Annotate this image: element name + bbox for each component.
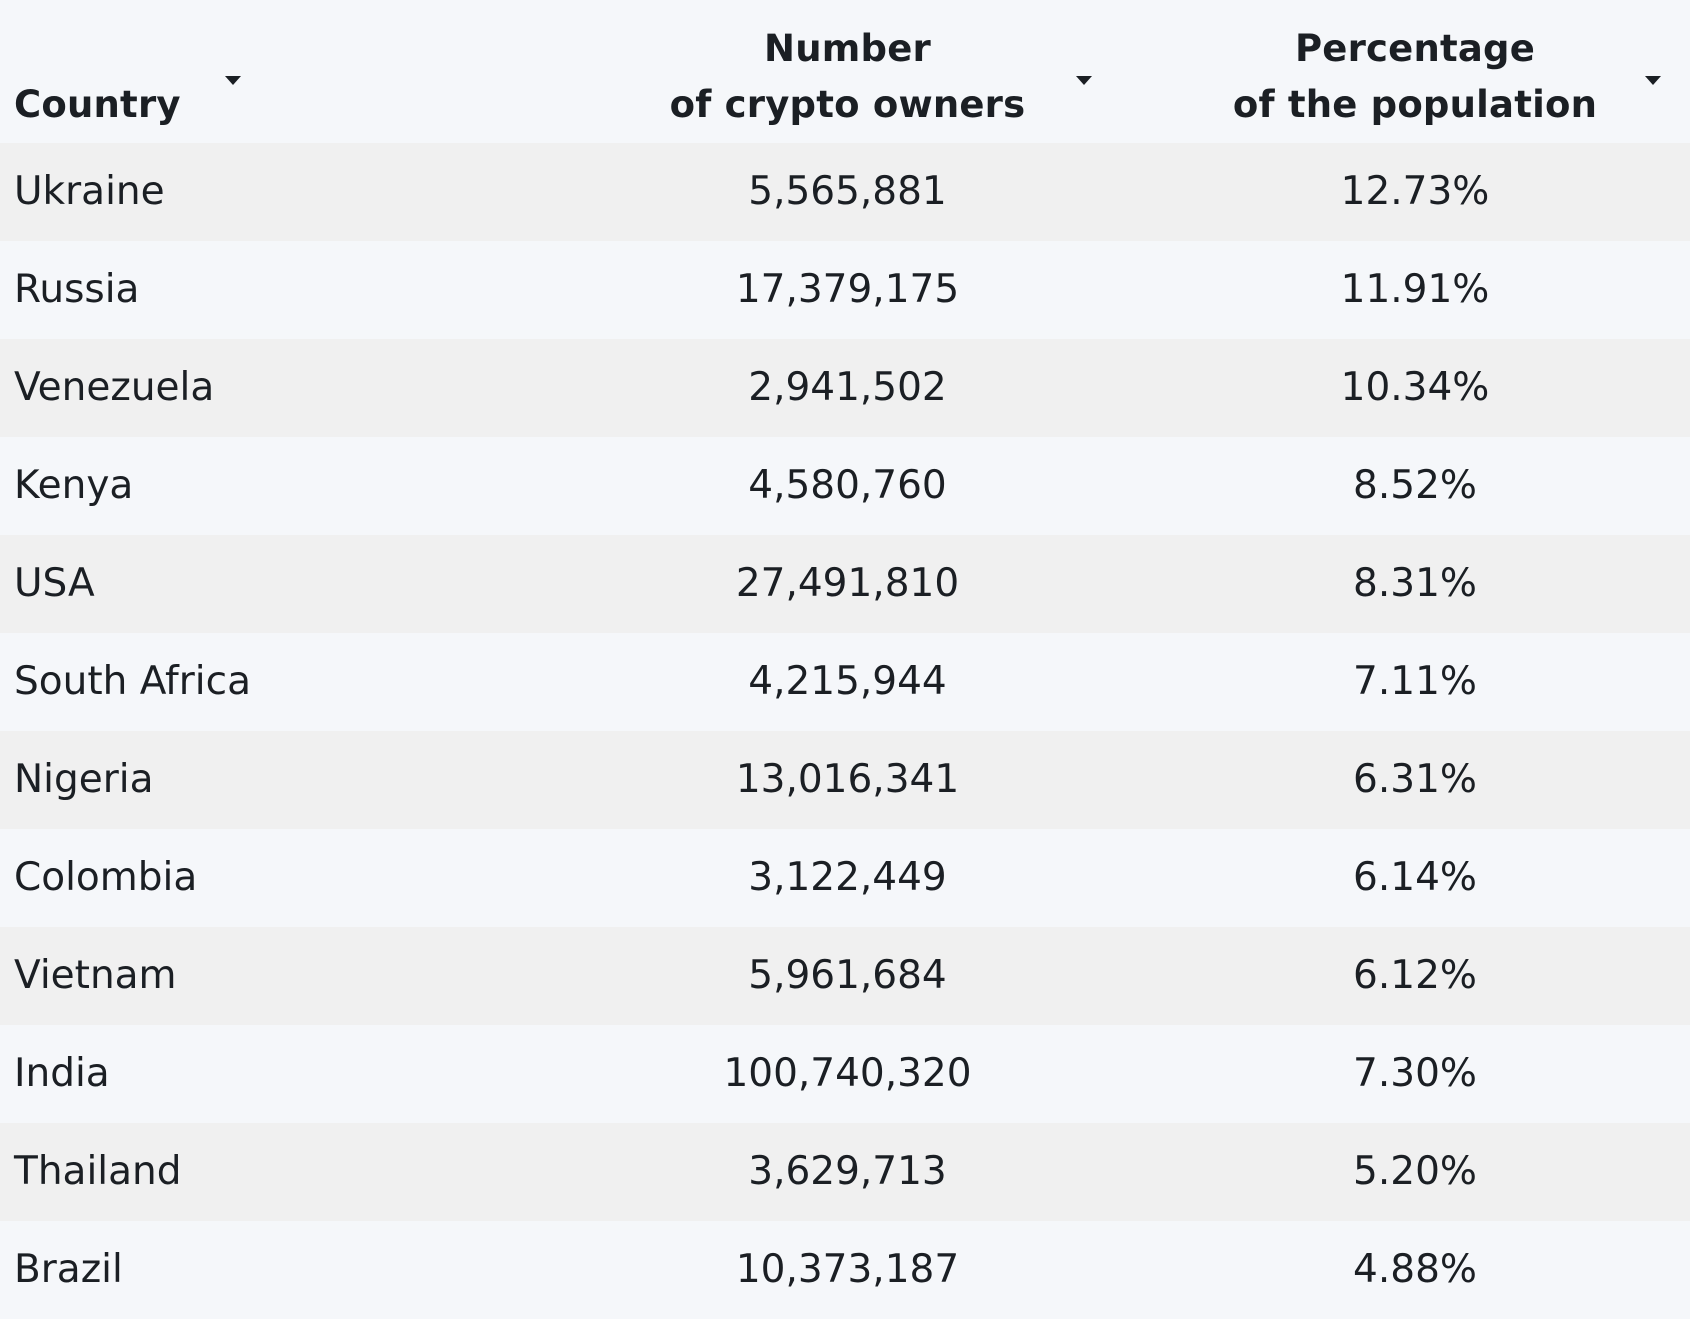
cell-percentage: 7.11% — [1353, 659, 1477, 704]
cell-crypto-owners: 27,491,810 — [735, 561, 960, 606]
cell-crypto-owners: 5,961,684 — [748, 953, 947, 998]
table-row: Ukraine 5,565,881 12.73% — [0, 143, 1690, 241]
cell-crypto-owners: 5,565,881 — [748, 169, 947, 214]
cell-crypto-owners: 2,941,502 — [748, 365, 947, 410]
column-header-label-line-1: Number — [764, 27, 931, 70]
cell-percentage: 12.73% — [1340, 169, 1490, 214]
cell-percentage: 6.31% — [1353, 757, 1477, 802]
column-header-percentage[interactable]: Percentage of the population — [1140, 21, 1690, 133]
cell-crypto-owners: 4,580,760 — [748, 463, 947, 508]
table-row: USA 27,491,810 8.31% — [0, 535, 1690, 633]
cell-country: Thailand — [14, 1149, 182, 1194]
table-row: Vietnam 5,961,684 6.12% — [0, 927, 1690, 1025]
table-row: Thailand 3,629,713 5.20% — [0, 1123, 1690, 1221]
cell-percentage: 11.91% — [1340, 267, 1490, 312]
cell-country: Vietnam — [14, 953, 177, 998]
cell-percentage: 5.20% — [1353, 1149, 1477, 1194]
cell-percentage: 8.52% — [1353, 463, 1477, 508]
table-row: Colombia 3,122,449 6.14% — [0, 829, 1690, 927]
cell-country: Venezuela — [14, 365, 215, 410]
cell-crypto-owners: 10,373,187 — [735, 1247, 960, 1292]
cell-percentage: 4.88% — [1353, 1247, 1477, 1292]
table-header: Country Number of crypto owners Percenta… — [0, 0, 1690, 143]
cell-country: Nigeria — [14, 757, 154, 802]
cell-country: South Africa — [14, 659, 251, 704]
cell-crypto-owners: 13,016,341 — [735, 757, 960, 802]
table-row: South Africa 4,215,944 7.11% — [0, 633, 1690, 731]
caret-down-icon[interactable] — [1638, 65, 1668, 95]
column-header-crypto-owners[interactable]: Number of crypto owners — [580, 21, 1115, 133]
cell-crypto-owners: 100,740,320 — [723, 1051, 972, 1096]
caret-down-icon[interactable] — [218, 65, 248, 95]
column-header-label-line-2: of crypto owners — [669, 83, 1026, 126]
caret-down-icon[interactable] — [1069, 65, 1099, 95]
column-header-country[interactable]: Country — [14, 77, 181, 133]
cell-country: India — [14, 1051, 110, 1096]
table-row: India 100,740,320 7.30% — [0, 1025, 1690, 1123]
cell-country: Ukraine — [14, 169, 165, 214]
cell-country: Kenya — [14, 463, 134, 508]
cell-country: Colombia — [14, 855, 198, 900]
cell-crypto-owners: 3,629,713 — [748, 1149, 947, 1194]
table-row: Nigeria 13,016,341 6.31% — [0, 731, 1690, 829]
cell-country: Brazil — [14, 1247, 123, 1292]
cell-percentage: 6.14% — [1353, 855, 1477, 900]
cell-country: Russia — [14, 267, 140, 312]
column-header-label: Country — [14, 83, 181, 126]
cell-crypto-owners: 3,122,449 — [748, 855, 947, 900]
table-body: Ukraine 5,565,881 12.73% Russia 17,379,1… — [0, 143, 1690, 1319]
table-row: Kenya 4,580,760 8.52% — [0, 437, 1690, 535]
cell-crypto-owners: 17,379,175 — [735, 267, 960, 312]
cell-crypto-owners: 4,215,944 — [748, 659, 947, 704]
cell-percentage: 7.30% — [1353, 1051, 1477, 1096]
cell-percentage: 8.31% — [1353, 561, 1477, 606]
table-row: Venezuela 2,941,502 10.34% — [0, 339, 1690, 437]
cell-country: USA — [14, 561, 95, 606]
table-row: Russia 17,379,175 11.91% — [0, 241, 1690, 339]
column-header-label-line-1: Percentage — [1294, 27, 1536, 70]
column-header-label-line-2: of the population — [1232, 83, 1598, 126]
cell-percentage: 10.34% — [1340, 365, 1490, 410]
table-row: Brazil 10,373,187 4.88% — [0, 1221, 1690, 1319]
cell-percentage: 6.12% — [1353, 953, 1477, 998]
